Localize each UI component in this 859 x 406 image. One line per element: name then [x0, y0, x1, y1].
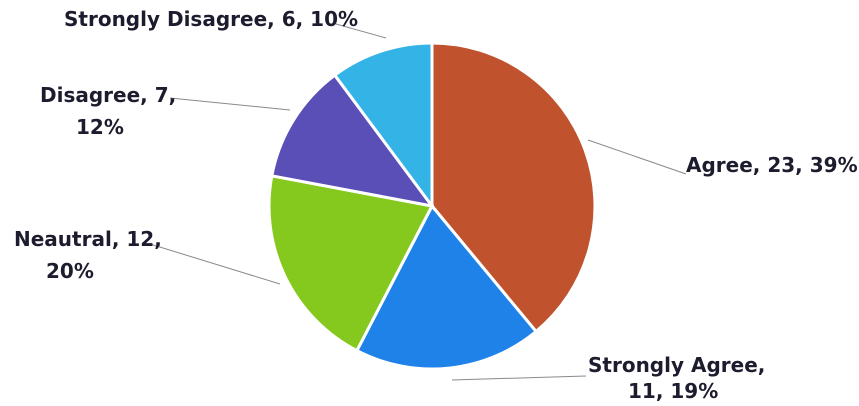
leader-line-disagree: [169, 97, 291, 111]
data-label-line: Strongly Agree,: [588, 353, 765, 377]
data-label-line: 12%: [76, 115, 124, 139]
leader-line-strongly-agree: [451, 375, 587, 381]
data-label-line: 20%: [46, 259, 94, 283]
data-label-line: Neautral, 12,: [14, 227, 162, 251]
data-label-strongly-agree: Strongly Agree, 11, 19%: [588, 353, 765, 403]
leader-lines-layer: [149, 23, 687, 381]
data-label-agree: Agree, 23, 39%: [686, 153, 858, 177]
data-label-line: Strongly Disagree, 6, 10%: [64, 7, 358, 31]
leader-line-strongly-disagree: [335, 23, 387, 39]
data-labels-layer: Agree, 23, 39% Strongly Agree, 11, 19% Neau…: [14, 7, 858, 403]
data-label-line: Agree, 23, 39%: [686, 153, 858, 177]
pie-slice-neautral: [267, 174, 435, 353]
data-label-neautral: Neautral, 12, 20%: [14, 227, 162, 283]
pie-slice-strongly-agree: [354, 203, 539, 371]
leader-line-neautral: [149, 243, 281, 285]
pie-slice-strongly-disagree: [332, 41, 434, 211]
pie-slice-disagree: [270, 73, 436, 209]
data-label-line: Disagree, 7,: [40, 83, 176, 107]
data-label-strongly-disagree: Strongly Disagree, 6, 10%: [64, 7, 358, 31]
leader-line-agree: [587, 139, 687, 175]
data-label-line: 11, 19%: [628, 379, 718, 403]
slices-layer: [267, 41, 597, 371]
pie-slice-agree: [430, 41, 597, 334]
data-label-disagree: Disagree, 7, 12%: [40, 83, 176, 139]
